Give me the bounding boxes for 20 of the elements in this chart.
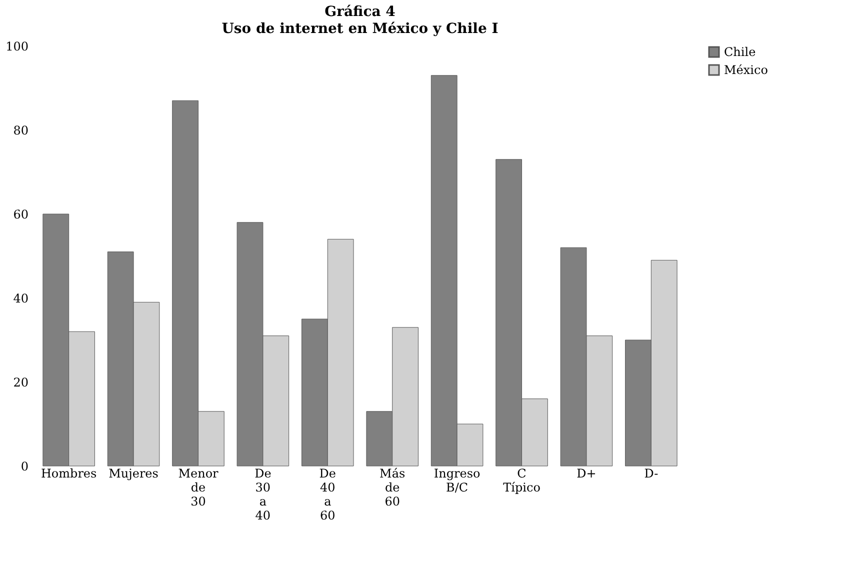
x-tick-label: C Típico	[503, 466, 540, 494]
x-tick-label: D+	[576, 466, 596, 480]
y-tick-label: 100	[6, 40, 28, 54]
x-tick-label: Mujeres	[108, 466, 158, 480]
x-tick-label: De 30 a 40	[254, 466, 272, 522]
chart-title: Gráfica 4	[324, 4, 396, 20]
y-tick-label: 40	[13, 292, 28, 306]
y-tick-label: 80	[13, 124, 28, 138]
x-tick-label: De 40 a 60	[319, 466, 336, 522]
legend-label: México	[724, 63, 768, 77]
legend-label: Chile	[724, 45, 756, 59]
y-tick-label: 20	[13, 376, 28, 390]
x-tick-label: Hombres	[40, 466, 97, 480]
y-tick-label: 0	[20, 460, 28, 474]
x-tick-label: D-	[644, 466, 658, 480]
x-tick-label: Ingreso B/C	[434, 466, 480, 494]
x-tick-label: Menor de 30	[178, 466, 219, 508]
x-tick-label: Más de 60	[380, 466, 406, 508]
y-tick-label: 60	[13, 208, 28, 222]
chart-subtitle: Uso de internet en México y Chile I	[222, 21, 498, 37]
